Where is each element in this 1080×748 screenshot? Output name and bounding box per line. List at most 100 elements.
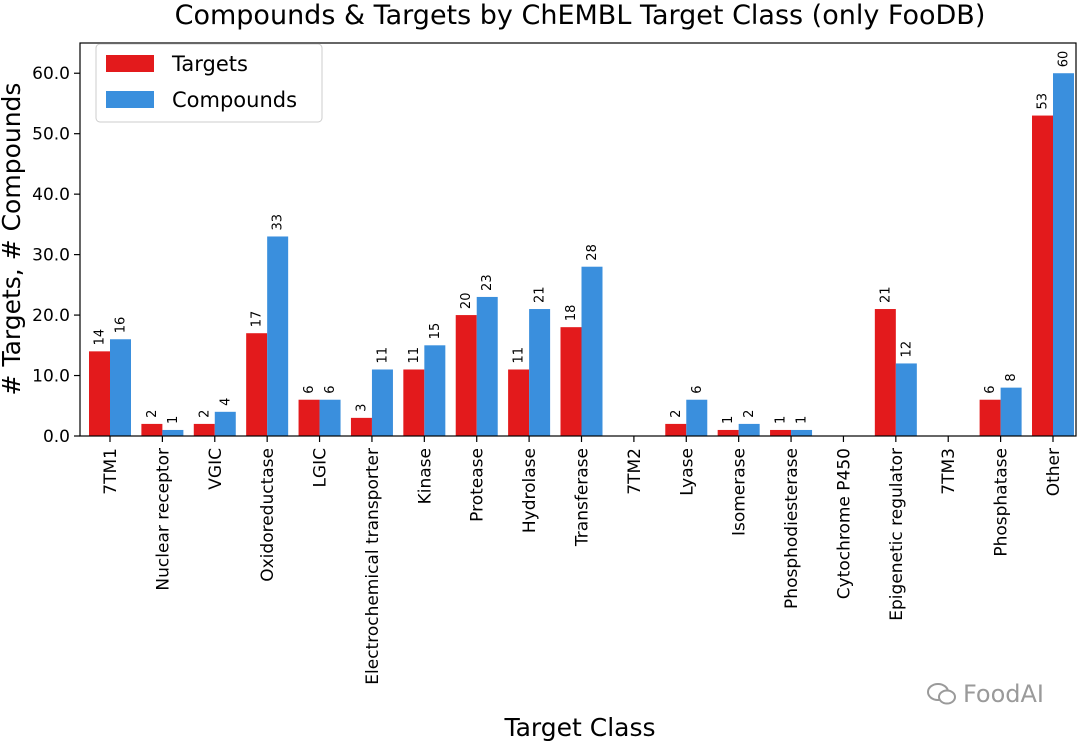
- bar-compounds: [476, 296, 498, 436]
- x-tick-label: VGIC: [206, 448, 226, 490]
- x-tick-label: LGIC: [311, 448, 331, 488]
- bar-compounds: [1000, 387, 1022, 436]
- data-label-compounds: 2: [742, 410, 757, 418]
- bar-compounds: [110, 339, 131, 436]
- legend-label-targets: Targets: [171, 52, 248, 76]
- data-label-targets: 18: [564, 305, 579, 322]
- x-tick-label: Phosphatase: [992, 448, 1012, 557]
- bar-targets: [874, 309, 896, 436]
- data-label-compounds: 33: [271, 214, 286, 231]
- data-label-targets: 11: [512, 347, 527, 364]
- x-tick-label: Transferase: [573, 448, 593, 547]
- plot-frame: [79, 42, 1077, 437]
- data-label-compounds: 28: [585, 244, 600, 261]
- y-tick-label: 20.0: [32, 306, 70, 326]
- y-tick-label: 10.0: [32, 367, 70, 387]
- watermark: FoodAI: [926, 680, 1044, 708]
- bar-targets: [455, 315, 477, 436]
- x-axis-title: Target Class: [503, 713, 655, 742]
- bar-targets: [89, 351, 110, 436]
- x-tick-label: Phosphodiesterase: [782, 448, 802, 609]
- bar-targets: [979, 399, 1001, 436]
- data-label-compounds: 1: [166, 416, 181, 424]
- chart-title: Compounds & Targets by ChEMBL Target Cla…: [175, 0, 986, 31]
- data-label-targets: 1: [721, 416, 736, 424]
- data-label-targets: 6: [983, 385, 998, 393]
- bar-compounds: [686, 399, 708, 436]
- y-tick-label: 0.0: [43, 427, 70, 447]
- bar-targets: [246, 333, 268, 436]
- legend-swatch-targets: [106, 55, 154, 72]
- data-label-compounds: 4: [218, 398, 233, 406]
- bar-compounds: [529, 309, 551, 436]
- legend-label-compounds: Compounds: [172, 88, 297, 112]
- data-label-compounds: 60: [1057, 51, 1072, 68]
- x-tick-label: Lyase: [677, 448, 697, 496]
- bar-compounds: [738, 423, 760, 436]
- watermark-text: FoodAI: [962, 680, 1044, 708]
- data-label-compounds: 6: [690, 385, 705, 393]
- data-label-targets: 11: [407, 347, 422, 364]
- bar-targets: [717, 429, 739, 436]
- data-label-compounds: 16: [114, 317, 129, 334]
- x-tick-label: Oxidoreductase: [258, 448, 278, 582]
- bar-compounds: [895, 363, 917, 436]
- bar-compounds: [1053, 73, 1074, 436]
- data-label-targets: 14: [93, 329, 108, 346]
- bar-compounds: [162, 429, 184, 436]
- data-label-compounds: 1: [795, 416, 810, 424]
- data-label-compounds: 6: [323, 385, 338, 393]
- x-tick-label: Hydrolase: [520, 448, 540, 533]
- bar-targets: [560, 327, 582, 436]
- x-tick-label: Kinase: [415, 448, 435, 504]
- bar-compounds: [791, 429, 813, 436]
- y-axis-title: # Targets, # Compounds: [0, 83, 26, 396]
- x-tick-label: Other: [1044, 448, 1064, 496]
- x-tick-label: Electrochemical transporter: [363, 448, 383, 685]
- bar-compounds: [319, 399, 341, 436]
- bar-targets: [403, 369, 425, 436]
- x-tick-label: Cytochrome P450: [834, 448, 854, 599]
- bar-targets: [193, 423, 215, 436]
- data-label-targets: 2: [197, 410, 212, 418]
- data-label-targets: 2: [669, 410, 684, 418]
- bar-compounds: [371, 369, 393, 436]
- data-label-compounds: 15: [428, 323, 443, 340]
- data-label-targets: 20: [459, 293, 474, 310]
- bar-targets: [665, 423, 687, 436]
- x-tick-label: Nuclear receptor: [153, 448, 173, 591]
- bar-targets: [1032, 115, 1053, 437]
- bar-targets: [350, 417, 372, 436]
- data-label-compounds: 8: [1004, 373, 1019, 381]
- bar-targets: [770, 429, 792, 436]
- data-label-targets: 2: [145, 410, 160, 418]
- wechat-icon: [926, 683, 956, 705]
- x-tick-label: 7TM2: [625, 448, 645, 495]
- data-label-compounds: 12: [899, 341, 914, 358]
- data-label-compounds: 21: [533, 286, 548, 303]
- legend: Targets Compounds: [95, 43, 323, 123]
- data-label-compounds: 23: [480, 274, 495, 291]
- legend-swatch-compounds: [106, 91, 154, 108]
- bar-compounds: [214, 411, 236, 436]
- bar-targets: [141, 423, 163, 436]
- data-label-targets: 21: [878, 286, 893, 303]
- data-label-compounds: 11: [375, 347, 390, 364]
- data-label-targets: 1: [774, 416, 789, 424]
- data-label-targets: 3: [354, 404, 369, 412]
- y-tick-label: 50.0: [32, 125, 70, 145]
- x-tick-label: Isomerase: [730, 448, 750, 536]
- bar-targets: [508, 369, 530, 436]
- y-tick-label: 30.0: [32, 246, 70, 266]
- bar-compounds: [581, 266, 603, 436]
- y-tick-label: 60.0: [32, 64, 70, 84]
- bar-compounds: [424, 345, 446, 436]
- bar-targets: [298, 399, 320, 436]
- x-tick-label: 7TM3: [939, 448, 959, 495]
- bar-compounds: [267, 236, 289, 436]
- x-tick-label: Protease: [468, 448, 488, 522]
- data-label-targets: 6: [302, 385, 317, 393]
- x-tick-label: 7TM1: [101, 448, 121, 495]
- y-tick-label: 40.0: [32, 185, 70, 205]
